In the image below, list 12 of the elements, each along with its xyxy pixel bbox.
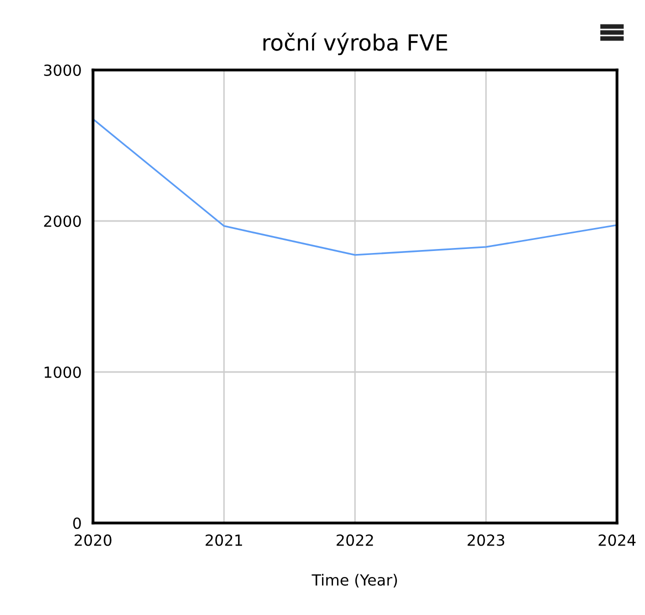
line-series xyxy=(93,118,617,256)
chart-title: roční výroba FVE xyxy=(263,32,448,56)
x-tick-label: 2020 xyxy=(74,534,112,546)
x-tick-label: 2022 xyxy=(336,534,373,546)
y-tick-label: 2000 xyxy=(44,215,81,228)
y-tick-label: 0 xyxy=(73,517,81,530)
x-axis-title: Time (Year) xyxy=(312,574,397,588)
y-tick-label: 3000 xyxy=(44,64,81,76)
x-tick-label: 2024 xyxy=(598,534,636,546)
x-tick-label: 2021 xyxy=(206,534,242,546)
y-tick-label: 1000 xyxy=(44,366,81,378)
x-tick-label: 2023 xyxy=(468,534,504,546)
